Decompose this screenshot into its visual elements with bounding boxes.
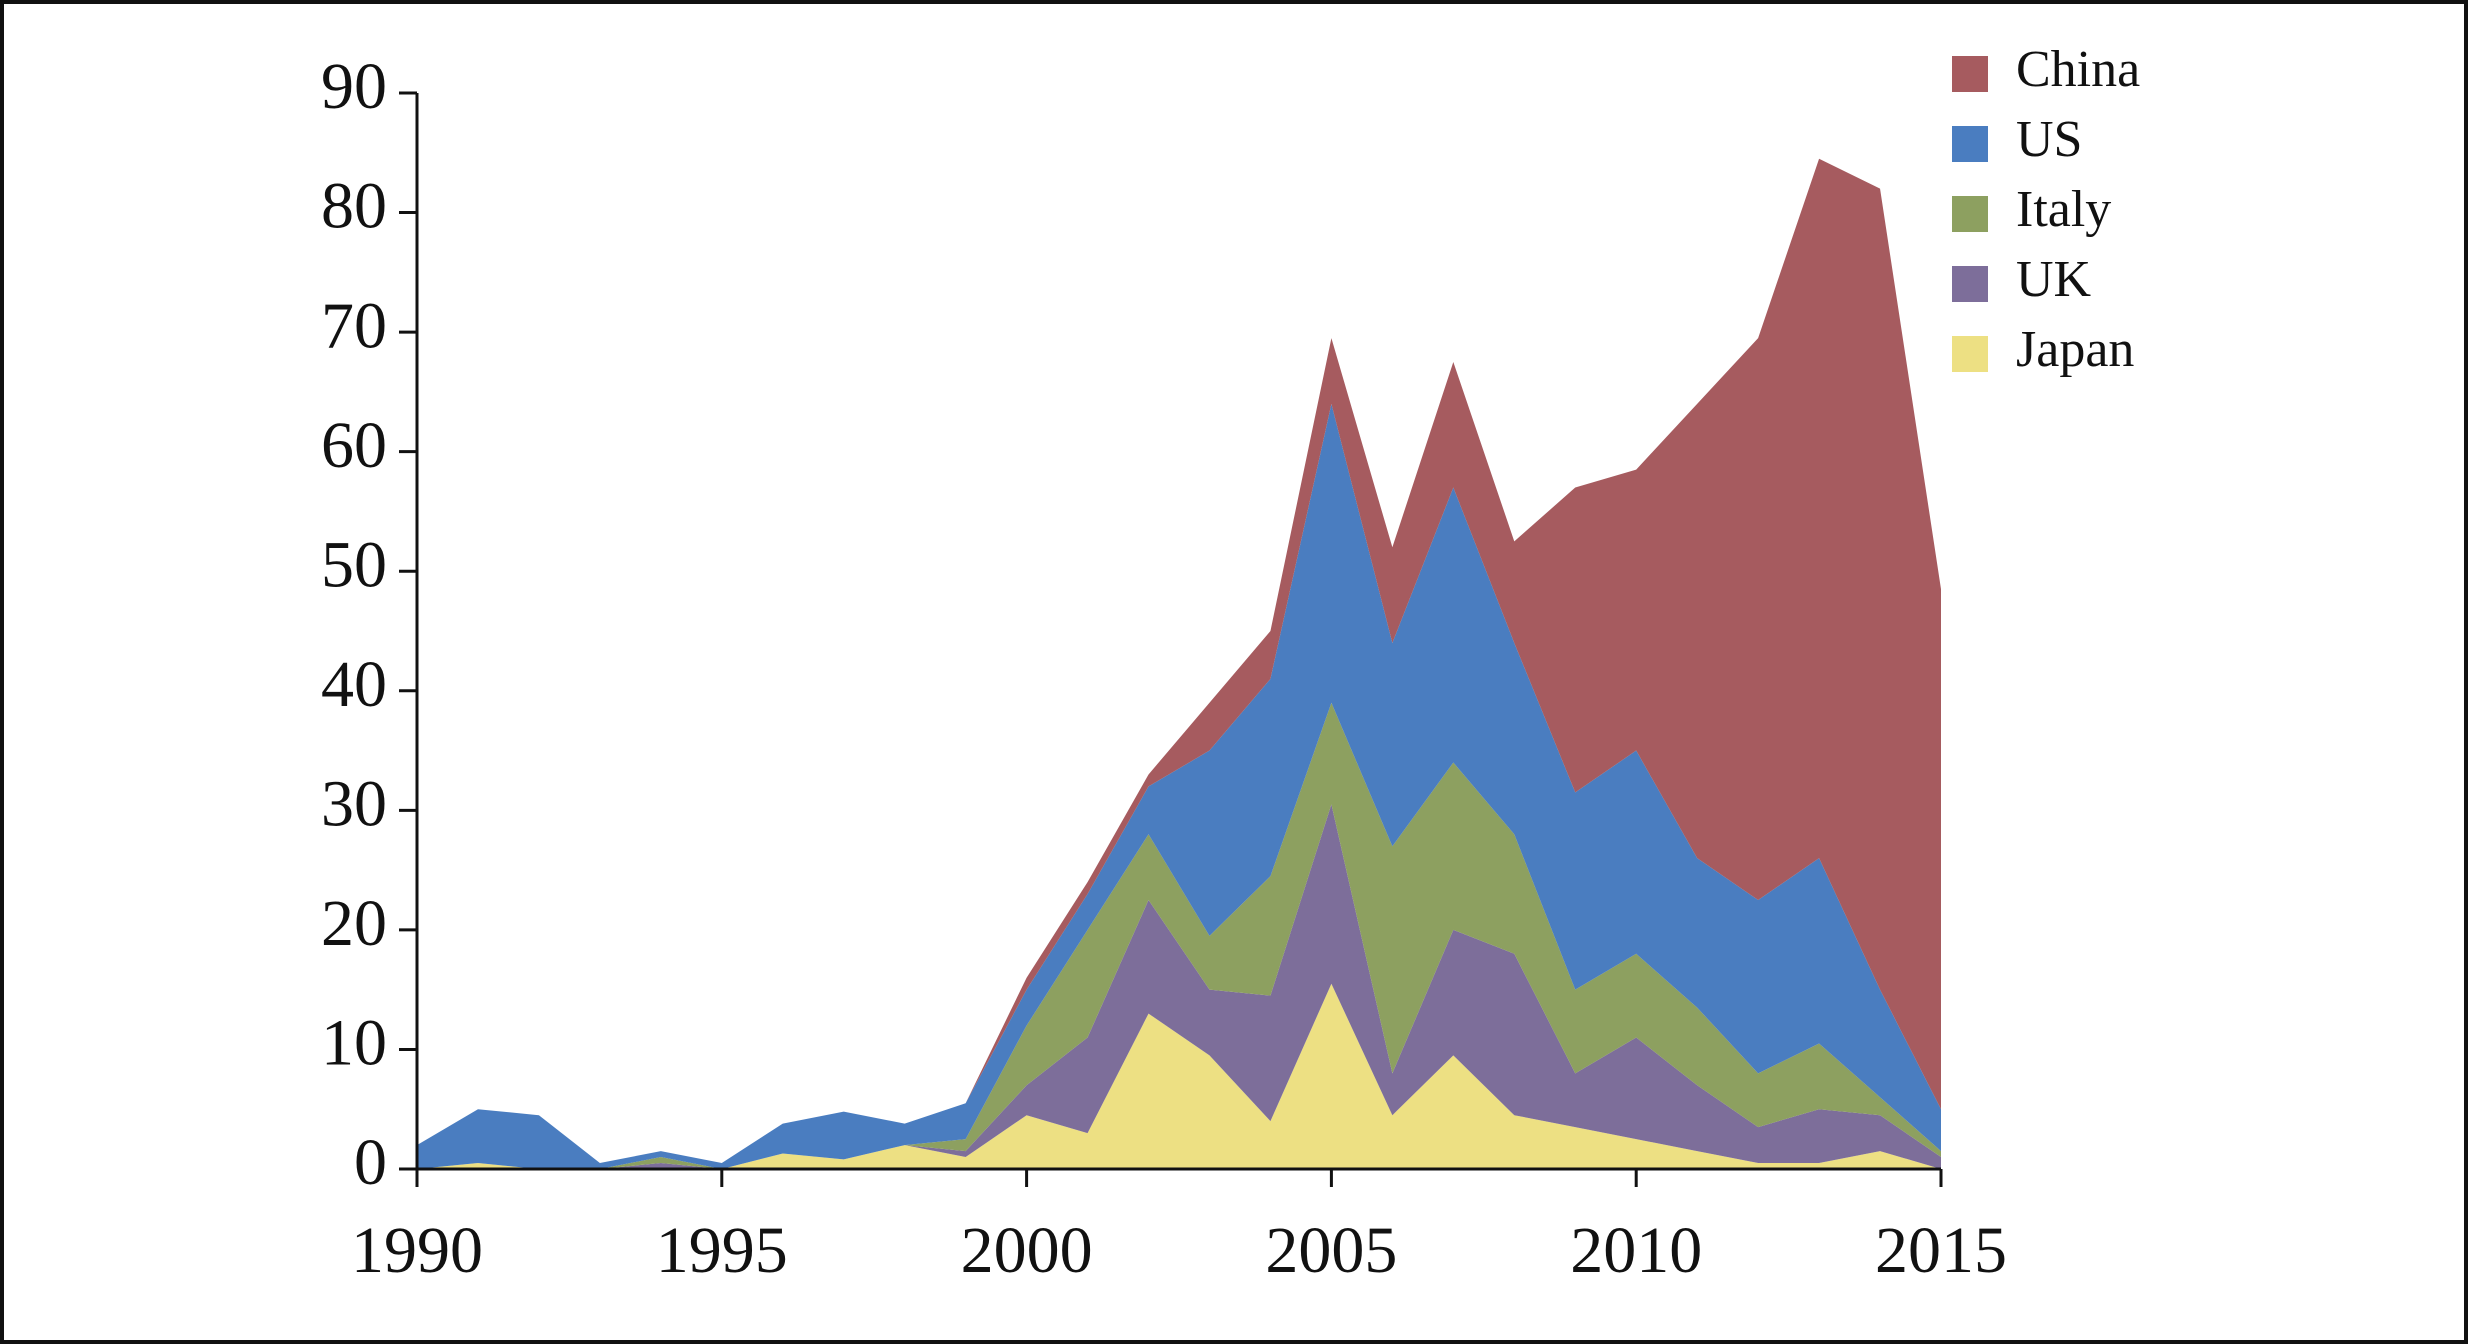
area (417, 158, 1941, 1164)
legend-swatch (1952, 56, 1988, 92)
area (417, 403, 1941, 1169)
legend-label: UK (2016, 251, 2092, 308)
x-tick-label: 2010 (1570, 1214, 1702, 1287)
legend-label: China (2016, 41, 2140, 98)
y-tick-label: 20 (321, 887, 387, 960)
legend-label: Japan (2016, 321, 2134, 378)
y-tick-label: 70 (321, 289, 387, 362)
x-tick-label: 2015 (1875, 1214, 2007, 1287)
x-tick-label: 1990 (351, 1214, 483, 1287)
x-tick-label: 1995 (656, 1214, 788, 1287)
legend-label: US (2016, 111, 2082, 168)
y-tick-label: 0 (354, 1126, 387, 1199)
area (417, 702, 1941, 1169)
y-tick-label: 30 (321, 767, 387, 840)
x-tick-label: 2000 (961, 1214, 1093, 1287)
legend-swatch (1952, 126, 1988, 162)
x-tick-label: 2005 (1265, 1214, 1397, 1287)
legend-label: Italy (2016, 181, 2111, 238)
y-tick-label: 80 (321, 170, 387, 243)
legend-swatch (1952, 336, 1988, 372)
y-tick-label: 60 (321, 409, 387, 482)
legend-swatch (1952, 196, 1988, 232)
legend-swatch (1952, 266, 1988, 302)
y-tick-label: 10 (321, 1007, 387, 1080)
y-tick-label: 90 (321, 50, 387, 123)
area (417, 804, 1941, 1169)
y-tick-label: 40 (321, 648, 387, 721)
area (417, 983, 1941, 1169)
y-tick-label: 50 (321, 528, 387, 601)
